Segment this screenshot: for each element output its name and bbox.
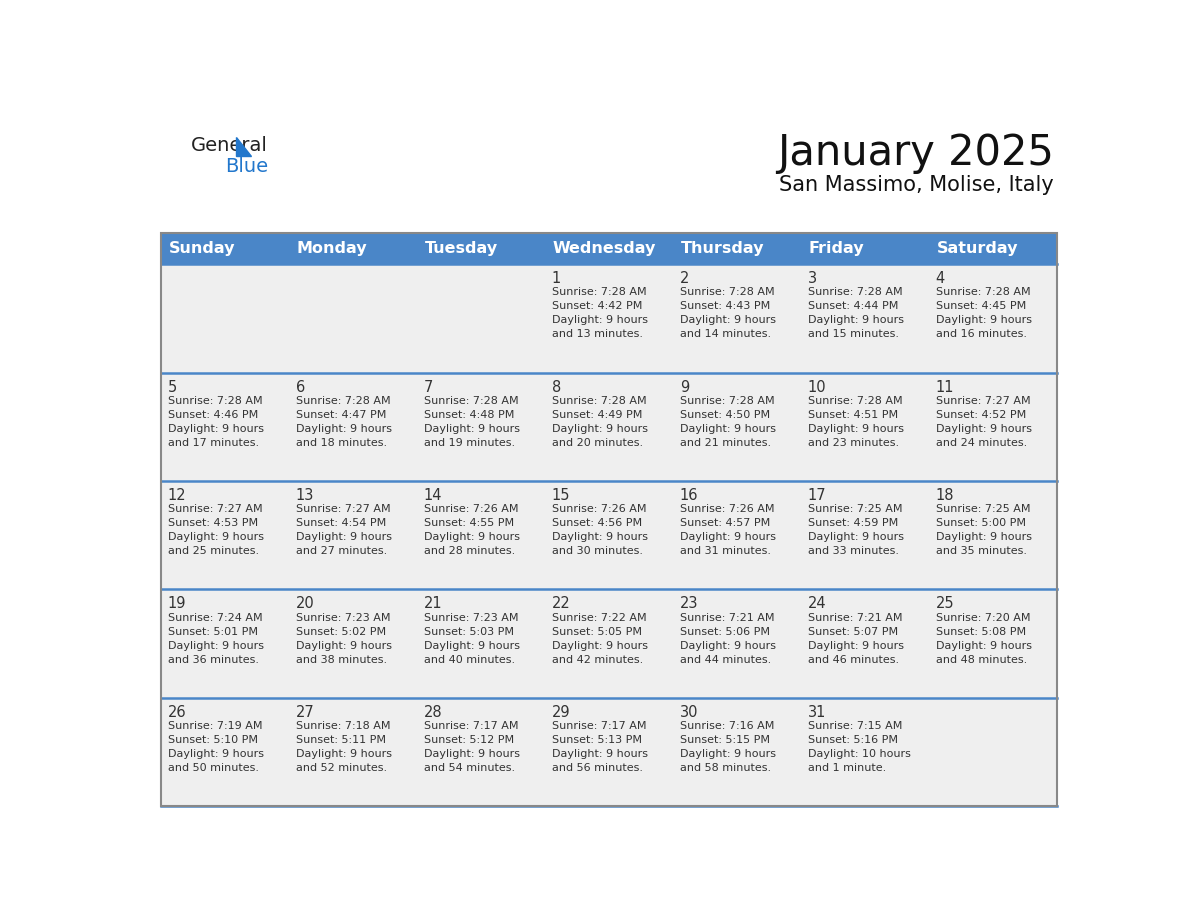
Text: 14: 14 [424,488,442,503]
Text: Sunrise: 7:25 AM
Sunset: 5:00 PM
Daylight: 9 hours
and 35 minutes.: Sunrise: 7:25 AM Sunset: 5:00 PM Dayligh… [936,504,1032,556]
Text: Sunrise: 7:17 AM
Sunset: 5:12 PM
Daylight: 9 hours
and 54 minutes.: Sunrise: 7:17 AM Sunset: 5:12 PM Dayligh… [424,721,520,773]
Text: Sunrise: 7:27 AM
Sunset: 4:54 PM
Daylight: 9 hours
and 27 minutes.: Sunrise: 7:27 AM Sunset: 4:54 PM Dayligh… [296,504,392,556]
Text: Sunrise: 7:28 AM
Sunset: 4:51 PM
Daylight: 9 hours
and 23 minutes.: Sunrise: 7:28 AM Sunset: 4:51 PM Dayligh… [808,396,904,448]
Text: 23: 23 [680,597,699,611]
Text: 22: 22 [552,597,570,611]
Text: Sunrise: 7:26 AM
Sunset: 4:56 PM
Daylight: 9 hours
and 30 minutes.: Sunrise: 7:26 AM Sunset: 4:56 PM Dayligh… [552,504,647,556]
Text: 28: 28 [424,705,442,720]
Text: 17: 17 [808,488,827,503]
Text: Sunrise: 7:26 AM
Sunset: 4:57 PM
Daylight: 9 hours
and 31 minutes.: Sunrise: 7:26 AM Sunset: 4:57 PM Dayligh… [680,504,776,556]
Text: Sunrise: 7:15 AM
Sunset: 5:16 PM
Daylight: 10 hours
and 1 minute.: Sunrise: 7:15 AM Sunset: 5:16 PM Dayligh… [808,721,911,773]
Text: 15: 15 [552,488,570,503]
Text: Sunday: Sunday [169,241,235,256]
Text: Sunrise: 7:21 AM
Sunset: 5:07 PM
Daylight: 9 hours
and 46 minutes.: Sunrise: 7:21 AM Sunset: 5:07 PM Dayligh… [808,612,904,665]
Text: Sunrise: 7:25 AM
Sunset: 4:59 PM
Daylight: 9 hours
and 33 minutes.: Sunrise: 7:25 AM Sunset: 4:59 PM Dayligh… [808,504,904,556]
Text: 11: 11 [936,379,954,395]
Text: 24: 24 [808,597,827,611]
Bar [160,589,1057,698]
Text: Sunrise: 7:28 AM
Sunset: 4:46 PM
Daylight: 9 hours
and 17 minutes.: Sunrise: 7:28 AM Sunset: 4:46 PM Dayligh… [168,396,264,448]
Text: Sunrise: 7:24 AM
Sunset: 5:01 PM
Daylight: 9 hours
and 36 minutes.: Sunrise: 7:24 AM Sunset: 5:01 PM Dayligh… [168,612,264,665]
Text: Sunrise: 7:28 AM
Sunset: 4:49 PM
Daylight: 9 hours
and 20 minutes.: Sunrise: 7:28 AM Sunset: 4:49 PM Dayligh… [552,396,647,448]
Text: Sunrise: 7:28 AM
Sunset: 4:44 PM
Daylight: 9 hours
and 15 minutes.: Sunrise: 7:28 AM Sunset: 4:44 PM Dayligh… [808,287,904,340]
Text: Sunrise: 7:28 AM
Sunset: 4:47 PM
Daylight: 9 hours
and 18 minutes.: Sunrise: 7:28 AM Sunset: 4:47 PM Dayligh… [296,396,392,448]
Text: Sunrise: 7:28 AM
Sunset: 4:45 PM
Daylight: 9 hours
and 16 minutes.: Sunrise: 7:28 AM Sunset: 4:45 PM Dayligh… [936,287,1032,340]
Bar [160,481,1057,589]
Text: 13: 13 [296,488,315,503]
Text: 19: 19 [168,597,187,611]
Text: 31: 31 [808,705,826,720]
Text: Wednesday: Wednesday [552,241,656,256]
Text: 16: 16 [680,488,699,503]
Text: Tuesday: Tuesday [424,241,498,256]
Text: 5: 5 [168,379,177,395]
Text: Sunrise: 7:26 AM
Sunset: 4:55 PM
Daylight: 9 hours
and 28 minutes.: Sunrise: 7:26 AM Sunset: 4:55 PM Dayligh… [424,504,520,556]
Polygon shape [235,137,251,155]
Text: Sunrise: 7:21 AM
Sunset: 5:06 PM
Daylight: 9 hours
and 44 minutes.: Sunrise: 7:21 AM Sunset: 5:06 PM Dayligh… [680,612,776,665]
Text: 7: 7 [424,379,434,395]
Bar [160,233,1057,806]
Text: Sunrise: 7:28 AM
Sunset: 4:42 PM
Daylight: 9 hours
and 13 minutes.: Sunrise: 7:28 AM Sunset: 4:42 PM Dayligh… [552,287,647,340]
Text: Sunrise: 7:16 AM
Sunset: 5:15 PM
Daylight: 9 hours
and 58 minutes.: Sunrise: 7:16 AM Sunset: 5:15 PM Dayligh… [680,721,776,773]
Bar [160,698,1057,806]
Text: Blue: Blue [226,157,268,176]
Bar [160,373,1057,481]
Text: 27: 27 [296,705,315,720]
Text: Friday: Friday [809,241,864,256]
Text: 12: 12 [168,488,187,503]
Text: 30: 30 [680,705,699,720]
Text: 25: 25 [936,597,954,611]
Text: Sunrise: 7:28 AM
Sunset: 4:43 PM
Daylight: 9 hours
and 14 minutes.: Sunrise: 7:28 AM Sunset: 4:43 PM Dayligh… [680,287,776,340]
Text: 21: 21 [424,597,442,611]
Text: January 2025: January 2025 [777,131,1054,174]
Text: 18: 18 [936,488,954,503]
Text: Sunrise: 7:17 AM
Sunset: 5:13 PM
Daylight: 9 hours
and 56 minutes.: Sunrise: 7:17 AM Sunset: 5:13 PM Dayligh… [552,721,647,773]
Text: San Massimo, Molise, Italy: San Massimo, Molise, Italy [779,174,1054,195]
Text: 6: 6 [296,379,305,395]
Text: 26: 26 [168,705,187,720]
Text: Sunrise: 7:28 AM
Sunset: 4:50 PM
Daylight: 9 hours
and 21 minutes.: Sunrise: 7:28 AM Sunset: 4:50 PM Dayligh… [680,396,776,448]
Text: Monday: Monday [297,241,367,256]
Text: 4: 4 [936,271,944,286]
Text: Sunrise: 7:20 AM
Sunset: 5:08 PM
Daylight: 9 hours
and 48 minutes.: Sunrise: 7:20 AM Sunset: 5:08 PM Dayligh… [936,612,1032,665]
Text: Sunrise: 7:23 AM
Sunset: 5:02 PM
Daylight: 9 hours
and 38 minutes.: Sunrise: 7:23 AM Sunset: 5:02 PM Dayligh… [296,612,392,665]
Text: Sunrise: 7:28 AM
Sunset: 4:48 PM
Daylight: 9 hours
and 19 minutes.: Sunrise: 7:28 AM Sunset: 4:48 PM Dayligh… [424,396,520,448]
Text: 2: 2 [680,271,689,286]
Text: 10: 10 [808,379,827,395]
Text: Sunrise: 7:23 AM
Sunset: 5:03 PM
Daylight: 9 hours
and 40 minutes.: Sunrise: 7:23 AM Sunset: 5:03 PM Dayligh… [424,612,520,665]
Text: Saturday: Saturday [936,241,1018,256]
Text: 29: 29 [552,705,570,720]
Text: Sunrise: 7:27 AM
Sunset: 4:53 PM
Daylight: 9 hours
and 25 minutes.: Sunrise: 7:27 AM Sunset: 4:53 PM Dayligh… [168,504,264,556]
Text: 1: 1 [552,271,561,286]
Text: Thursday: Thursday [681,241,764,256]
Text: Sunrise: 7:19 AM
Sunset: 5:10 PM
Daylight: 9 hours
and 50 minutes.: Sunrise: 7:19 AM Sunset: 5:10 PM Dayligh… [168,721,264,773]
Text: Sunrise: 7:18 AM
Sunset: 5:11 PM
Daylight: 9 hours
and 52 minutes.: Sunrise: 7:18 AM Sunset: 5:11 PM Dayligh… [296,721,392,773]
Text: 9: 9 [680,379,689,395]
Text: General: General [191,136,268,154]
Text: Sunrise: 7:27 AM
Sunset: 4:52 PM
Daylight: 9 hours
and 24 minutes.: Sunrise: 7:27 AM Sunset: 4:52 PM Dayligh… [936,396,1032,448]
Bar [160,233,1057,264]
Bar [160,264,1057,373]
Text: Sunrise: 7:22 AM
Sunset: 5:05 PM
Daylight: 9 hours
and 42 minutes.: Sunrise: 7:22 AM Sunset: 5:05 PM Dayligh… [552,612,647,665]
Text: 20: 20 [296,597,315,611]
Text: 3: 3 [808,271,817,286]
Text: 8: 8 [552,379,561,395]
